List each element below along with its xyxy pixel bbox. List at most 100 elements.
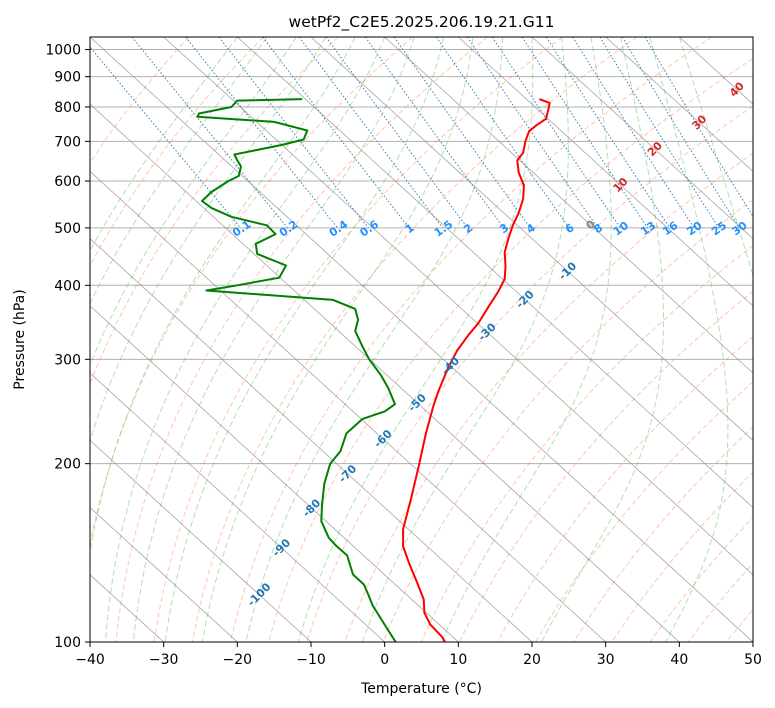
moist-adiabat-line (164, 37, 445, 642)
mixing-ratio-line (545, 37, 671, 229)
mixing-ratio-line (467, 37, 599, 229)
moist-adiabat-line (245, 37, 503, 642)
y-tick-label: 900 (54, 70, 81, 86)
y-tick-label: 500 (54, 221, 81, 237)
dry-adiabat-line (726, 608, 753, 642)
dry-adiabat-line (268, 57, 753, 642)
mixing-ratio-label: 30 (730, 219, 750, 239)
dry-adiabat-line (344, 152, 753, 642)
dry-adiabat-line (382, 198, 753, 642)
mixing-ratio-line (435, 37, 570, 229)
x-tick-label: 20 (523, 652, 541, 668)
mixing-ratio-line (131, 37, 288, 229)
x-tick-label: −30 (149, 652, 179, 668)
mixing-ratio-line (185, 37, 338, 229)
mixing-ratio-line (599, 37, 720, 229)
moist-adiabat-line (90, 37, 297, 367)
y-tick-label: 200 (54, 457, 81, 473)
mixing-ratio-label: 10 (611, 219, 631, 239)
moist-adiabat-line (441, 37, 612, 642)
dry-adiabat-line (90, 37, 414, 548)
dry-adiabat-line (765, 37, 775, 642)
isotherm-line (90, 103, 680, 642)
mixing-ratio-line (218, 37, 369, 229)
mixing-ratio-line (325, 37, 468, 229)
chart-title: wetPf2_C2E5.2025.206.19.21.G11 (289, 13, 555, 32)
dry-adiabat-line (229, 37, 712, 642)
isotherm-line (458, 37, 753, 307)
x-axis-label: Temperature (°C) (360, 681, 482, 697)
y-axis-label: Pressure (hPa) (12, 289, 28, 389)
moist-adiabat-line (90, 37, 268, 305)
dry-adiabat-line (191, 37, 638, 642)
isotherm-line (90, 507, 238, 642)
moist-adiabat-line (90, 37, 327, 443)
profile-series (196, 98, 551, 642)
x-tick-label: −20 (223, 652, 253, 668)
isotherm-line (237, 37, 753, 509)
isotherm-line (90, 238, 533, 642)
mixing-ratio-line (521, 37, 649, 229)
y-tick-label: 100 (54, 635, 81, 651)
moist-adiabat-line (649, 37, 729, 642)
mixing-ratio-label: 13 (638, 219, 658, 238)
x-tick-label: 40 (670, 652, 688, 668)
dry-adiabat-line (496, 335, 753, 642)
dewpoint-line (196, 98, 398, 642)
mixing-ratio-line (491, 37, 621, 229)
isotherm-line (310, 37, 753, 441)
mixing-ratio-line (262, 37, 410, 229)
moist-adiabat-line (678, 37, 753, 278)
mixing-ratio-label: 36 (750, 219, 770, 239)
y-tick-label: 600 (54, 174, 81, 190)
plot-area: 0.1 0.2 0.4 0.6 1 1.5 2 3 4 6 8 10 13 16 20 25 30 36-100-… (90, 37, 775, 642)
mixing-ratio-line (298, 37, 444, 229)
mixing-ratio-label: 0.2 (277, 218, 300, 240)
y-tick-label: 800 (54, 100, 81, 116)
dry-adiabat-line (153, 37, 563, 642)
isotherm-line (90, 372, 385, 642)
dry-adiabat-line (535, 381, 753, 642)
mixing-ratio-label: 20 (685, 219, 705, 239)
x-tick-label: 50 (744, 652, 762, 668)
mixing-ratio-label: 25 (709, 219, 729, 238)
isotherm-line (605, 37, 753, 172)
y-tick-label: 1000 (45, 43, 81, 59)
x-tick-label: −40 (75, 652, 105, 668)
x-tick-label: 10 (449, 652, 467, 668)
moist-adiabat-line (361, 37, 569, 642)
dry-adiabat-line (306, 105, 753, 642)
moist-adiabat-line (540, 37, 664, 642)
mixing-ratio-line (90, 46, 242, 229)
moist-adiabat-line (90, 37, 238, 252)
isotherm-label: -100 (245, 580, 274, 609)
mixing-ratio-line (572, 37, 695, 229)
isotherm-line (531, 37, 753, 240)
x-tick-label: −10 (296, 652, 326, 668)
isobar-grid (90, 49, 753, 642)
mixing-ratio-label: 0.6 (358, 218, 382, 240)
mixing-ratio-lines (90, 37, 753, 229)
isotherm-line (752, 37, 753, 38)
isotherm-line (384, 37, 753, 374)
y-axis: 100 200 300 400 500 600 700 800 900 1000 (45, 43, 90, 651)
moist-adiabat-line (297, 37, 534, 642)
y-tick-label: 700 (54, 134, 81, 150)
mixing-ratio-label: 0.4 (327, 218, 351, 240)
isotherm-line (90, 170, 606, 642)
temperature-line (402, 98, 551, 642)
mixing-ratio-line (364, 37, 505, 229)
y-tick-label: 400 (54, 278, 81, 294)
x-tick-label: 0 (380, 652, 389, 668)
x-tick-label: 30 (597, 652, 615, 668)
y-tick-label: 300 (54, 352, 81, 368)
isotherm-line (90, 305, 459, 642)
x-axis: −40 −30 −20 −10 0 10 20 30 40 50 (75, 642, 762, 668)
moist-adiabat-line (105, 37, 386, 642)
isotherm-line (163, 37, 753, 576)
mixing-ratio-label: 6 (563, 221, 577, 236)
moist-adiabat-line (90, 37, 356, 556)
moist-adiabat-line (201, 37, 474, 642)
isotherm-grid (90, 37, 753, 642)
